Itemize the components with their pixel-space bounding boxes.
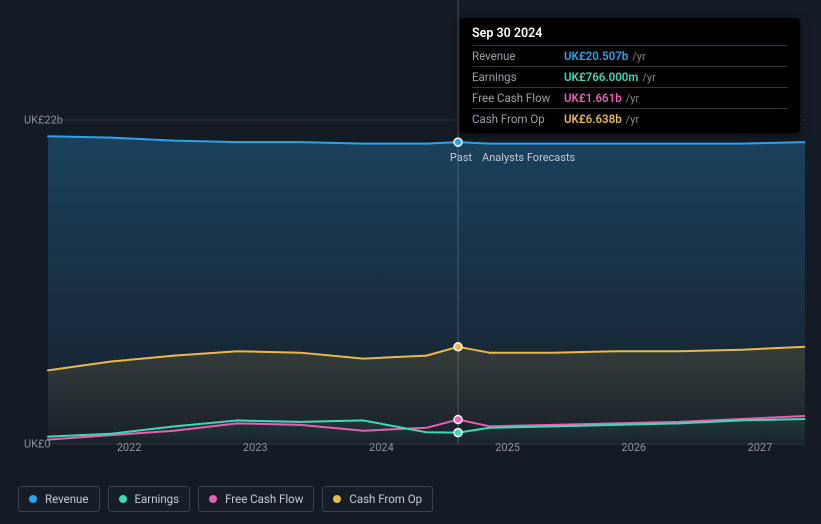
legend-item-revenue[interactable]: Revenue	[18, 486, 100, 512]
tooltip-row-unit: /yr	[626, 113, 639, 126]
tooltip-row: RevenueUK£20.507b/yr	[472, 45, 788, 66]
tooltip-row-label: Earnings	[472, 70, 564, 84]
x-tick-label: 2023	[243, 441, 268, 454]
x-tick-label: 2025	[495, 441, 520, 454]
legend-item-label: Earnings	[135, 492, 180, 506]
legend-item-label: Cash From Op	[349, 492, 422, 506]
legend-item-free-cash-flow[interactable]: Free Cash Flow	[198, 486, 314, 512]
legend-swatch-icon	[333, 495, 341, 503]
tooltip-row: Cash From OpUK£6.638b/yr	[472, 108, 788, 129]
past-label: Past	[450, 151, 472, 164]
legend-swatch-icon	[119, 495, 127, 503]
x-tick-label: 2026	[621, 441, 646, 454]
forecast-label: Analysts Forecasts	[482, 151, 575, 164]
tooltip-row-label: Cash From Op	[472, 112, 564, 126]
y-tick-label: UK£0	[24, 438, 51, 451]
tooltip-row-label: Revenue	[472, 49, 564, 63]
chart-tooltip: Sep 30 2024 RevenueUK£20.507b/yrEarnings…	[460, 18, 800, 133]
x-tick-label: 2024	[369, 441, 394, 454]
tooltip-row-value: UK£766.000m	[564, 70, 638, 84]
tooltip-row-value: UK£1.661b	[564, 91, 622, 105]
legend-swatch-icon	[29, 495, 37, 503]
y-tick-label: UK£22b	[24, 114, 63, 127]
x-tick-label: 2022	[117, 441, 142, 454]
legend-item-label: Revenue	[45, 492, 89, 506]
tooltip-row-unit: /yr	[626, 92, 639, 105]
tooltip-row-label: Free Cash Flow	[472, 91, 564, 105]
legend-item-cash-from-op[interactable]: Cash From Op	[322, 486, 433, 512]
legend-item-label: Free Cash Flow	[225, 492, 303, 506]
chart-legend: Revenue Earnings Free Cash Flow Cash From O…	[18, 486, 433, 512]
tooltip-row-unit: /yr	[632, 50, 645, 63]
tooltip-row-value: UK£6.638b	[564, 112, 622, 126]
tooltip-date: Sep 30 2024	[472, 26, 788, 45]
tooltip-row: EarningsUK£766.000m/yr	[472, 66, 788, 87]
legend-swatch-icon	[209, 495, 217, 503]
legend-item-earnings[interactable]: Earnings	[108, 486, 191, 512]
tooltip-row-unit: /yr	[642, 71, 655, 84]
x-tick-label: 2027	[748, 441, 773, 454]
tooltip-row-value: UK£20.507b	[564, 49, 628, 63]
tooltip-row: Free Cash FlowUK£1.661b/yr	[472, 87, 788, 108]
